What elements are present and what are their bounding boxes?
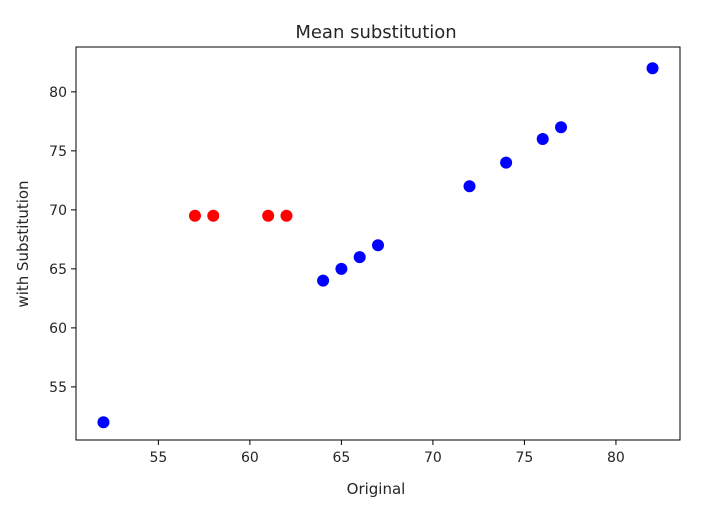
x-axis: 55 60 65 70 75 80	[149, 440, 625, 466]
x-tick-label: 70	[424, 450, 442, 466]
y-tick-label: 70	[49, 203, 67, 219]
data-point	[555, 121, 568, 134]
data-point	[280, 209, 293, 222]
data-point	[353, 251, 366, 264]
data-point	[500, 156, 513, 169]
chart-title: Mean substitution	[295, 22, 456, 43]
x-tick-label: 75	[516, 450, 534, 466]
x-tick-label: 60	[241, 450, 259, 466]
data-point	[646, 62, 659, 75]
y-axis: 55 60 65 70 75 80	[49, 85, 76, 396]
data-point	[317, 274, 330, 287]
y-tick-label: 80	[49, 85, 67, 101]
plot-frame	[75, 46, 681, 441]
y-tick-label: 55	[49, 380, 67, 396]
data-point	[262, 209, 275, 222]
x-axis-label: Original	[347, 480, 406, 498]
x-tick-label: 55	[149, 450, 167, 466]
data-point	[335, 262, 348, 275]
data-point	[207, 209, 220, 222]
y-axis-label: with Substitution	[14, 180, 32, 307]
y-tick-label: 65	[49, 262, 67, 278]
y-tick-label: 75	[49, 144, 67, 160]
data-points	[97, 62, 659, 429]
data-point	[463, 180, 476, 193]
data-point	[97, 416, 110, 429]
y-tick-label: 60	[49, 321, 67, 337]
data-point	[536, 133, 549, 146]
data-point	[372, 239, 384, 252]
data-point	[188, 209, 201, 222]
x-tick-label: 80	[607, 450, 625, 466]
x-tick-label: 65	[332, 450, 350, 466]
